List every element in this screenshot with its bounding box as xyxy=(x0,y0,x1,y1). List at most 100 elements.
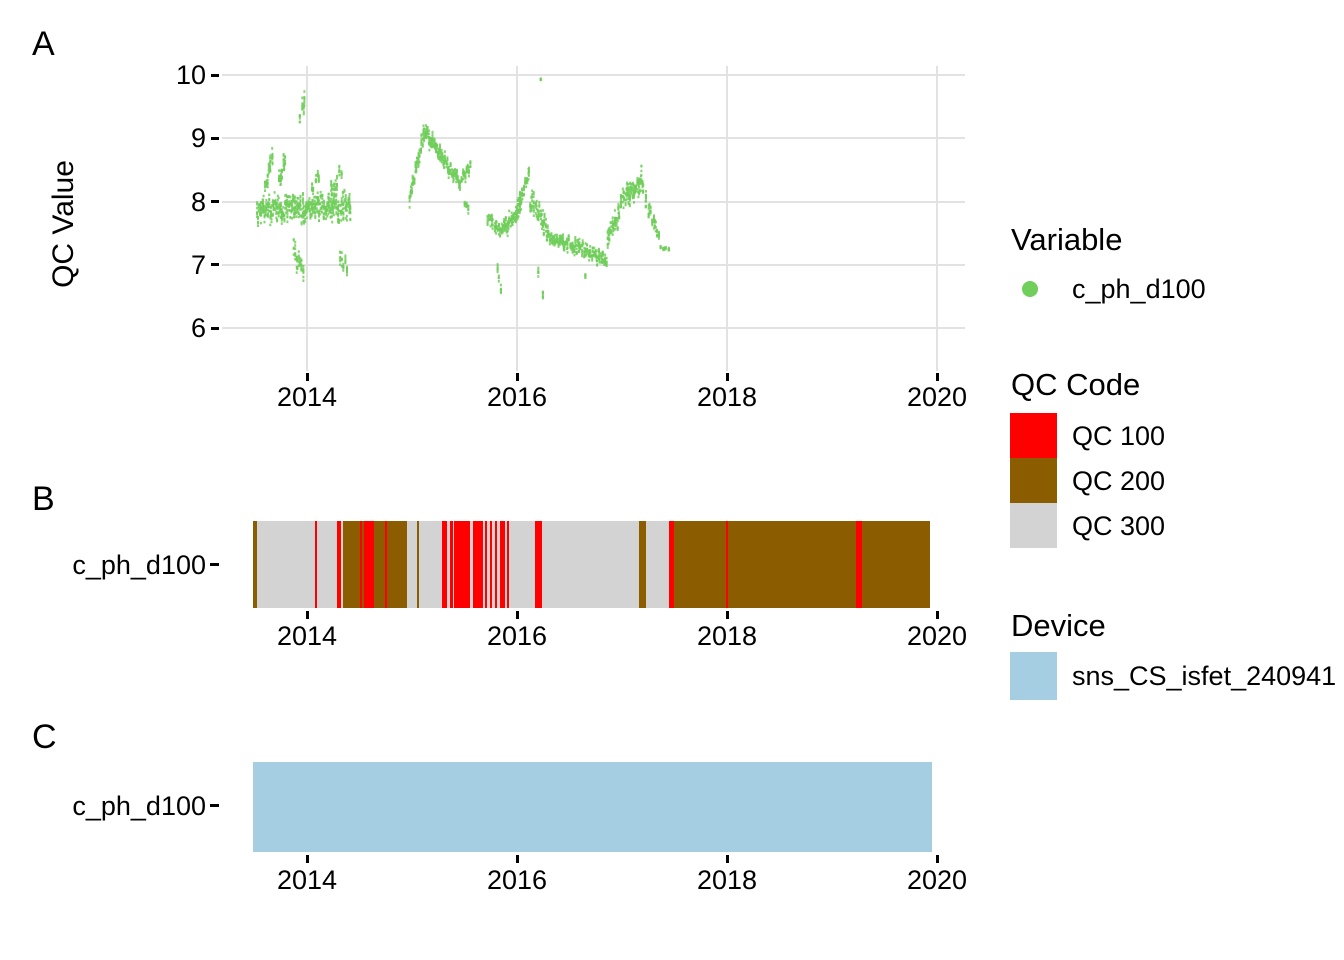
qc-segment-qc200 xyxy=(639,521,646,608)
x-tick-mark-b xyxy=(935,611,939,619)
qc-segment-qc300 xyxy=(257,521,316,608)
x-tick-label-b: 2020 xyxy=(906,621,968,651)
qc-segment-qc300 xyxy=(470,521,473,608)
qc-segment-qc300 xyxy=(406,521,417,608)
qc-segment-qc200 xyxy=(674,521,727,608)
qc-segment-qc200 xyxy=(387,521,407,608)
qc-segment-qc100 xyxy=(855,521,863,608)
qc-segment-qc300 xyxy=(340,521,343,608)
y-tick-mark xyxy=(211,326,219,330)
qc300-swatch xyxy=(1010,503,1057,548)
qc-segment-qc100 xyxy=(506,521,510,608)
y-tick-mark xyxy=(211,136,219,140)
qc100-swatch xyxy=(1010,413,1057,458)
qc200-swatch xyxy=(1010,458,1057,503)
gridline-x-2018 xyxy=(726,66,728,371)
y-tick-label: 9 xyxy=(190,123,206,154)
y-tick-label: 10 xyxy=(175,60,206,90)
y-tick-label: 8 xyxy=(190,186,206,217)
gridline-y-7 xyxy=(222,263,965,266)
legend-title-device: Device xyxy=(1011,608,1106,643)
x-tick-label-a: 2016 xyxy=(486,382,548,412)
qc-segment-qc300 xyxy=(509,521,536,608)
qc-segment-qc300 xyxy=(645,521,669,608)
qc-segment-qc100 xyxy=(490,521,493,608)
legend-label-qc100: QC 100 xyxy=(1072,421,1166,451)
x-tick-mark-b xyxy=(515,611,519,619)
scatter-points-layer xyxy=(256,77,670,300)
qc-segment-qc300 xyxy=(504,521,507,608)
qc-segment-qc300 xyxy=(317,521,338,608)
qc-segment-qc100 xyxy=(360,521,363,608)
y-tick-mark xyxy=(211,263,219,267)
qc-segment-qc200 xyxy=(374,521,386,608)
variable-dot-icon xyxy=(1022,281,1038,297)
y-tick-label: 7 xyxy=(190,249,206,280)
legend-title-variable: Variable xyxy=(1011,222,1123,257)
x-tick-label-b: 2014 xyxy=(276,621,338,651)
qc-segment-qc100 xyxy=(442,521,447,608)
y-tick-mark xyxy=(211,200,219,203)
qc-segment-qc200 xyxy=(342,521,360,608)
qc-segment-qc100 xyxy=(500,521,505,608)
y-axis-title: QC Value xyxy=(47,160,80,288)
x-tick-mark-a xyxy=(935,373,939,381)
gridline-y-9 xyxy=(222,137,965,140)
qc-segment-qc300 xyxy=(541,521,640,608)
x-tick-mark-c xyxy=(305,855,309,863)
qc-segment-qc300 xyxy=(446,521,450,608)
device-swatch xyxy=(1010,652,1057,700)
qc-segment-qc200 xyxy=(728,521,856,608)
y-tick-mark xyxy=(211,73,219,77)
qc-segment-qc100 xyxy=(535,521,542,608)
x-tick-label-a: 2014 xyxy=(276,382,338,412)
qc-segment-qc100 xyxy=(450,521,454,608)
qc-segment-qc300 xyxy=(486,521,490,608)
x-tick-label-c: 2014 xyxy=(276,865,338,895)
x-tick-label-a: 2020 xyxy=(906,382,968,412)
y-tick-label: 6 xyxy=(190,313,206,343)
x-tick-label-a: 2018 xyxy=(696,382,758,412)
x-tick-mark-c xyxy=(935,855,939,863)
row-label-panel-c: c_ph_d100 xyxy=(72,791,206,821)
x-tick-label-c: 2018 xyxy=(696,865,758,895)
qc-segment-qc200 xyxy=(362,521,365,608)
x-tick-mark-a xyxy=(305,373,309,381)
legend-label-variable: c_ph_d100 xyxy=(1072,274,1206,304)
x-tick-label-c: 2016 xyxy=(486,865,548,895)
gridline-y-10 xyxy=(222,74,965,76)
legend-label-qc200: QC 200 xyxy=(1072,466,1166,496)
qc-segment-qc100 xyxy=(494,521,497,608)
qc-segment-qc200 xyxy=(416,521,419,608)
legend-label-qc300: QC 300 xyxy=(1072,511,1166,541)
qc-segment-qc300 xyxy=(419,521,443,608)
gridline-x-2020 xyxy=(936,66,938,371)
qc-segment-qc100 xyxy=(454,521,470,608)
qc-segment-qc100 xyxy=(364,521,374,608)
panel-label-b: B xyxy=(32,480,55,518)
x-tick-mark-c xyxy=(725,855,729,863)
qc-segment-qc100 xyxy=(315,521,318,608)
x-tick-mark-c xyxy=(515,855,519,863)
qc-segment-qc200 xyxy=(253,521,258,608)
qc-segment-qc100 xyxy=(726,521,729,608)
x-tick-mark-a xyxy=(515,373,519,381)
x-tick-label-b: 2016 xyxy=(486,621,548,651)
x-tick-mark-b xyxy=(725,611,729,619)
qc-segment-qc200 xyxy=(862,521,930,608)
qc-code-bar xyxy=(253,521,930,608)
panel-label-a: A xyxy=(32,25,55,63)
x-tick-label-b: 2018 xyxy=(696,621,758,651)
qc-segment-qc300 xyxy=(496,521,500,608)
qc-segment-qc100 xyxy=(472,521,483,608)
qc-segment-qc100 xyxy=(385,521,388,608)
qc-segment-qc100 xyxy=(337,521,341,608)
x-tick-mark-b xyxy=(305,611,309,619)
qc-segment-qc300 xyxy=(492,521,495,608)
legend-label-device: sns_CS_isfet_240941 xyxy=(1072,661,1337,691)
row-label-panel-b: c_ph_d100 xyxy=(72,550,206,580)
y-tick-panel-c xyxy=(210,804,219,807)
gridline-y-6 xyxy=(222,327,965,329)
gridline-y-8 xyxy=(222,200,965,203)
